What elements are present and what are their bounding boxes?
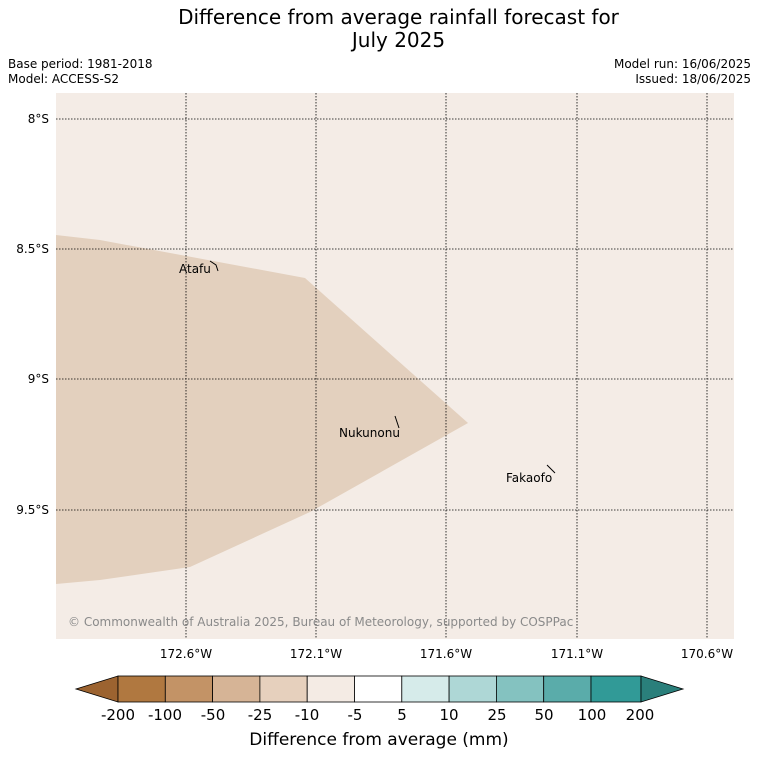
colorbar-extend-high (640, 675, 685, 703)
lat-label-2: 8.5°S (16, 242, 49, 256)
lon-label-4: 171.1°W (551, 647, 603, 661)
colorbar-bin-4 (259, 675, 308, 703)
colorbar-bin-8 (448, 675, 497, 703)
colorbar-label-9: 25 (487, 706, 506, 724)
colorbar-bin-7 (401, 675, 450, 703)
colorbar-label-1: -200 (101, 706, 135, 724)
gridlines (56, 93, 734, 639)
title-line-2: July 2025 (351, 28, 446, 52)
base-period: Base period: 1981-2018 (8, 57, 153, 71)
colorbar-bin-2 (164, 675, 214, 703)
colorbar-bin-11 (590, 675, 642, 703)
lon-label-3: 171.6°W (420, 647, 472, 661)
lat-label-1: 8°S (28, 112, 49, 126)
place-label-nukunonu: Nukunonu (339, 426, 400, 440)
colorbar-bin-3 (212, 675, 261, 703)
legend-title: Difference from average (mm) (249, 730, 509, 750)
anomaly-band (56, 235, 468, 584)
colorbar-bin-1 (117, 675, 166, 703)
meta-right: Model run: 16/06/2025 Issued: 18/06/2025 (614, 57, 751, 87)
place-label-atafu: Atafu (179, 262, 211, 276)
atafu-atoll-outline (209, 260, 219, 272)
lon-label-1: 172.6°W (160, 647, 212, 661)
colorbar-label-12: 200 (626, 706, 655, 724)
lat-label-3: 9°S (28, 372, 49, 386)
colorbar-label-3: -50 (201, 706, 226, 724)
colorbar-label-10: 50 (534, 706, 553, 724)
colorbar-bin-9 (495, 675, 545, 703)
colorbar-label-7: 5 (397, 706, 407, 724)
nukunonu-atoll-outline (394, 415, 400, 429)
colorbar-bin-5 (306, 675, 355, 703)
colorbar-label-5: -10 (295, 706, 320, 724)
colorbar-extend-low (74, 675, 119, 703)
model-run: Model run: 16/06/2025 (613, 57, 751, 71)
colorbar-bin-10 (543, 675, 592, 703)
colorbar-label-4: -25 (248, 706, 273, 724)
place-label-fakaofo: Fakaofo (506, 471, 552, 485)
fakaofo-atoll-outline (546, 464, 556, 474)
copyright-notice: © Commonwealth of Australia 2025, Bureau… (68, 615, 573, 629)
meta-left: Base period: 1981-2018 Model: ACCESS-S2 (8, 57, 153, 87)
colorbar-label-6: -5 (348, 706, 363, 724)
issued-date: Issued: 18/06/2025 (635, 72, 751, 86)
lat-label-4: 9.5°S (16, 503, 49, 517)
colorbar-label-2: -100 (148, 706, 182, 724)
chart-title: Difference from average rainfall forecas… (0, 6, 758, 52)
colorbar (74, 675, 685, 703)
title-line-1: Difference from average rainfall forecas… (178, 5, 619, 29)
colorbar-label-11: 100 (578, 706, 607, 724)
lon-label-2: 172.1°W (290, 647, 342, 661)
lon-label-5: 170.6°W (681, 647, 733, 661)
colorbar-label-8: 10 (439, 706, 458, 724)
colorbar-bin-6 (354, 675, 403, 703)
model-name: Model: ACCESS-S2 (8, 72, 120, 86)
